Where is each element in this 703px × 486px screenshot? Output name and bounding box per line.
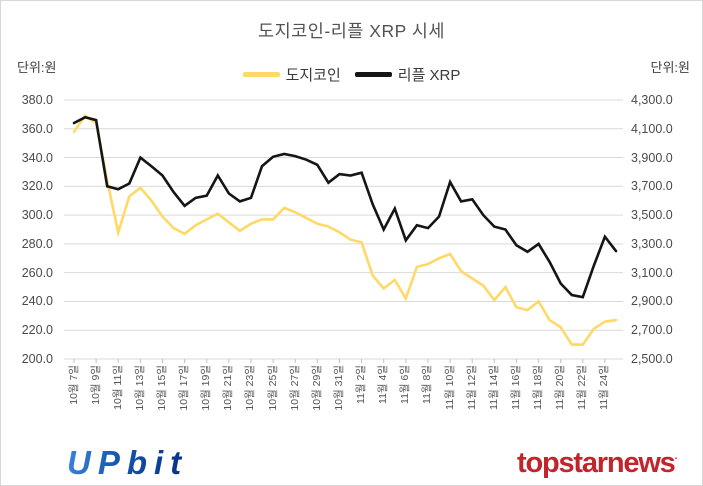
xrp-line-swatch — [354, 72, 392, 77]
footer: UPbit topstarnews· — [1, 438, 702, 485]
x-axis-tick-label: 11월 16일 — [509, 365, 522, 410]
topstarnews-registered-mark: · — [674, 453, 678, 465]
x-axis-tick-label: 10월 31일 — [332, 365, 345, 411]
right-axis-tick-label: 2,900.0 — [631, 294, 673, 309]
left-axis-tick-label: 220.0 — [21, 323, 53, 338]
x-axis-tick-label: 11월 4일 — [377, 365, 390, 404]
chart-legend: 도지코인 리플 XRP — [1, 64, 702, 85]
legend-label-xrp: 리플 XRP — [397, 67, 461, 84]
x-axis-tick-label: 11월 14일 — [487, 365, 500, 410]
legend-item-xrp: 리플 XRP — [354, 64, 461, 85]
right-axis-tick-label: 4,100.0 — [631, 121, 673, 136]
x-axis-tick-label: 10월 23일 — [244, 365, 257, 411]
x-axis-tick-label: 10월 15일 — [155, 365, 168, 411]
x-axis-tick-label: 11월 8일 — [421, 365, 434, 404]
dogecoin-price-line — [72, 114, 618, 346]
x-axis-tick-label: 11월 18일 — [532, 365, 545, 410]
legend-label-dogecoin: 도지코인 — [285, 67, 341, 84]
left-axis-unit-label: 단위:원 — [17, 60, 57, 75]
dogecoin-line-swatch — [242, 72, 280, 77]
topstarnews-logo: topstarnews· — [517, 447, 678, 479]
right-axis-tick-label: 2,700.0 — [631, 323, 673, 338]
x-axis-tick-label: 10월 27일 — [288, 365, 301, 411]
x-axis-tick-label: 11월 24일 — [598, 365, 611, 410]
x-axis-tick-label: 11월 10일 — [443, 365, 456, 410]
x-axis-tick-label: 11월 12일 — [465, 365, 478, 410]
left-axis-tick-label: 260.0 — [21, 265, 53, 280]
x-axis-tick-label: 10월 25일 — [266, 365, 279, 411]
right-axis-tick-label: 3,900.0 — [631, 150, 673, 165]
x-axis-tick-label: 11월 2일 — [355, 365, 368, 404]
right-axis-tick-label: 3,500.0 — [631, 208, 673, 223]
x-axis-tick-label: 10월 13일 — [133, 365, 146, 411]
left-axis-tick-label: 320.0 — [21, 179, 53, 194]
right-axis-tick-label: 3,100.0 — [631, 265, 673, 280]
left-axis-tick-label: 280.0 — [21, 236, 53, 251]
left-axis-tick-label: 240.0 — [21, 294, 53, 309]
x-axis-tick-label: 10월 7일 — [67, 365, 80, 405]
upbit-logo: UPbit — [67, 444, 189, 481]
x-axis-tick-label: 10월 9일 — [89, 365, 102, 405]
x-axis-tick-label: 11월 22일 — [576, 365, 589, 410]
x-axis-tick-label: 10월 11일 — [111, 365, 124, 410]
x-axis-tick-label: 10월 29일 — [310, 365, 323, 411]
x-axis-tick-label: 11월 20일 — [554, 365, 567, 410]
x-axis-tick-label: 10월 21일 — [222, 365, 235, 411]
right-axis-tick-label: 3,300.0 — [631, 236, 673, 251]
left-axis-tick-label: 300.0 — [21, 208, 53, 223]
right-axis-tick-label: 2,500.0 — [631, 352, 673, 366]
chart-title: 도지코인-리플 XRP 시세 — [257, 21, 446, 41]
legend-item-dogecoin: 도지코인 — [242, 64, 341, 85]
right-axis-tick-label: 3,700.0 — [631, 179, 673, 194]
x-axis-tick-label: 10월 19일 — [200, 365, 213, 411]
x-axis-tick-label: 10월 17일 — [178, 365, 191, 411]
xrp-price-line — [72, 115, 618, 299]
x-axis-tick-label: 11월 6일 — [399, 365, 412, 404]
left-axis-tick-label: 340.0 — [21, 150, 53, 165]
left-axis-tick-label: 200.0 — [21, 352, 53, 366]
right-axis-tick-label: 4,300.0 — [631, 93, 673, 107]
left-axis-tick-label: 380.0 — [21, 93, 53, 107]
left-axis-tick-label: 360.0 — [21, 121, 53, 136]
right-axis-unit-label: 단위:원 — [650, 60, 691, 75]
